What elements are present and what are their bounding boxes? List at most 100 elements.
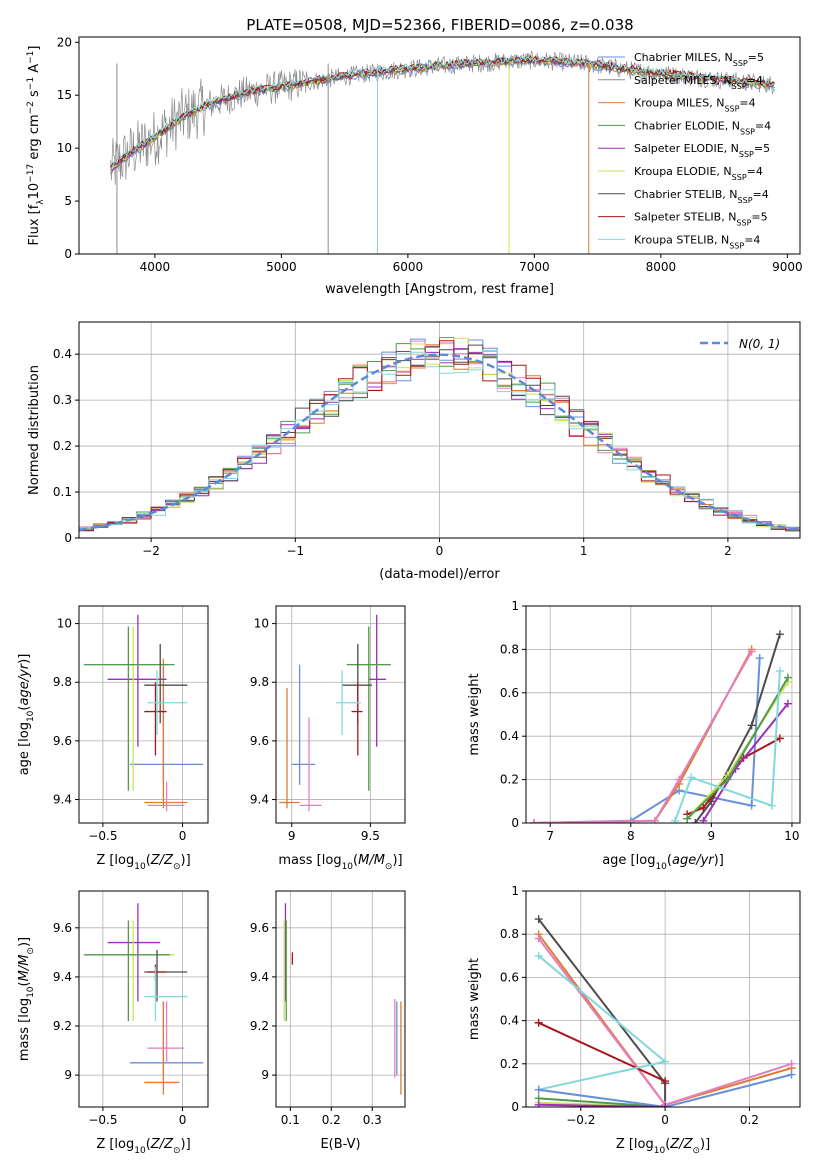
- x-tick-label: 9: [708, 829, 716, 843]
- plots-layer: 4000 5000 6000 7000 8000 900005101520Chabrier…: [17, 35, 803, 1156]
- y-tick-label: 15: [57, 88, 72, 102]
- mass-weight-marker: [683, 814, 692, 823]
- mass-weight-marker: [723, 775, 732, 784]
- x-tick-label: 8: [627, 829, 635, 843]
- y-tick-label: 9: [261, 1068, 269, 1082]
- y-axis-label: mass [log10(M/M⊙)]: [17, 937, 36, 1061]
- mass-weight-marker: [675, 775, 684, 784]
- y-tick-label: 20: [57, 35, 72, 49]
- x-tick-label: 1: [580, 544, 588, 558]
- residual-histogram: [79, 349, 800, 529]
- y-axis-label: mass weight: [467, 958, 482, 1040]
- panel-residuals: −2 −1 0 1 2 0 0.1 0.2 0.3 0.4 N(0, 1) (data-model)/…: [27, 321, 801, 582]
- plot-area: [534, 915, 796, 1107]
- mass-weight-marker: [775, 667, 784, 676]
- mass-weight-marker: [747, 647, 756, 656]
- mass-weight-marker: [534, 951, 543, 960]
- y-tick-label: 0.2: [53, 439, 72, 453]
- figure-title: PLATE=0508, MJD=52366, FIBERID=0086, z=0…: [246, 16, 633, 34]
- mass-weight-marker: [775, 630, 784, 639]
- y-tick-label: 0: [64, 247, 72, 261]
- legend-label: N(0, 1): [739, 337, 780, 351]
- y-tick-label: 0.2: [500, 773, 519, 787]
- panel-massweight_vs_age: 7 8 9 10 0 0.2 0.4 0.6 0.8 1 age [log10(age/yr)] ma…: [467, 599, 801, 872]
- mass-weight-marker: [534, 1100, 543, 1107]
- x-axis-label: mass [log10(M/M⊙)]: [278, 853, 402, 872]
- x-tick-label: 9.5: [361, 829, 380, 843]
- panel-massweight_vs_z: −0.2 0 0.2 0 0.2 0.4 0.6 0.8 1 Z [log10(Z/Z⊙)] mas…: [467, 884, 801, 1156]
- y-tick-label: 0: [511, 1100, 519, 1114]
- axes-frame: [78, 36, 801, 255]
- y-tick-label: 0.8: [500, 642, 519, 656]
- mass-weight-line: [534, 651, 753, 823]
- mass-weight-line: [694, 633, 781, 823]
- legend-label: Kroupa ELODIE, NSSP=4: [634, 165, 763, 182]
- y-axis-label: age [log10(age/yr)]: [17, 654, 36, 776]
- mass-weight-marker: [534, 1085, 543, 1094]
- mass-weight-marker: [775, 734, 784, 743]
- spectrum-data-line: [110, 50, 775, 185]
- panel-age_vs_mass: 9 9.5 9.4 9.6 9.8 10 mass [log10(M/M⊙)]: [250, 605, 406, 872]
- y-tick-label: 0: [64, 531, 72, 545]
- x-tick-label: 9: [288, 829, 296, 843]
- mass-weight-marker: [534, 915, 543, 924]
- y-tick-label: 10: [57, 617, 72, 631]
- mass-weight-line: [538, 1073, 792, 1107]
- mass-weight-marker: [755, 654, 764, 663]
- y-tick-label: 1: [511, 599, 519, 613]
- mass-weight-marker: [787, 1059, 796, 1068]
- x-tick-label: 0.2: [322, 1113, 341, 1127]
- x-tick-label: 4000: [140, 260, 171, 274]
- x-tick-label: −1: [286, 544, 304, 558]
- y-tick-label: 9.4: [53, 970, 72, 984]
- x-tick-label: 0.1: [281, 1113, 300, 1127]
- legend-label: Salpeter MILES, NSSP=4: [634, 74, 763, 91]
- mass-weight-marker: [534, 934, 543, 943]
- y-axis-label: Normed distribution: [27, 365, 42, 495]
- plot-area: [279, 614, 391, 812]
- x-axis-label: (data-model)/error: [379, 567, 500, 582]
- y-tick-label: 9.8: [250, 675, 269, 689]
- legend-label: Salpeter ELODIE, NSSP=5: [634, 142, 770, 159]
- legend-label: Chabrier STELIB, NSSP=4: [634, 188, 769, 205]
- y-tick-label: 0.4: [500, 729, 519, 743]
- mass-weight-marker: [747, 721, 756, 730]
- mass-weight-marker: [687, 773, 696, 782]
- axes-frame: [525, 890, 801, 1108]
- mass-weight-marker: [787, 1070, 796, 1079]
- x-tick-label: 6000: [393, 260, 424, 274]
- x-tick-label: −2: [142, 544, 160, 558]
- plot-area: [530, 630, 792, 823]
- x-tick-label: 10: [784, 829, 799, 843]
- y-tick-label: 9.4: [53, 793, 72, 807]
- x-axis-label: E(B-V): [320, 1137, 360, 1152]
- axes-frame: [275, 605, 406, 824]
- legend-label: Chabrier MILES, NSSP=5: [634, 51, 764, 68]
- x-tick-label: 0.3: [363, 1113, 382, 1127]
- plot-area: [283, 903, 402, 1095]
- y-tick-label: 10: [254, 617, 269, 631]
- x-axis-label: Z [log10(Z/Z⊙)]: [96, 853, 190, 872]
- y-tick-label: 0.4: [500, 1014, 519, 1028]
- x-axis-label: age [log10(age/yr)]: [602, 853, 724, 872]
- y-axis-label: mass weight: [467, 673, 482, 755]
- legend-label: Kroupa STELIB, NSSP=4: [634, 233, 760, 250]
- mass-weight-marker: [783, 699, 792, 708]
- mass-weight-marker: [767, 801, 776, 810]
- x-tick-label: 0: [179, 1113, 187, 1127]
- y-tick-label: 9.4: [250, 793, 269, 807]
- y-tick-label: 9.2: [53, 1019, 72, 1033]
- panel-spectrum: 4000 5000 6000 7000 8000 9000 0 5 10 15 20 Chabrier…: [26, 35, 803, 297]
- y-tick-label: 9.6: [53, 734, 72, 748]
- legend-label: Kroupa MILES, NSSP=4: [634, 97, 756, 114]
- plot-area: [83, 614, 204, 812]
- x-tick-label: 0: [661, 1113, 669, 1127]
- legend-label: Chabrier ELODIE, NSSP=4: [634, 119, 771, 136]
- mass-weight-marker: [671, 816, 680, 823]
- y-tick-label: 0.6: [500, 970, 519, 984]
- axes-frame: [525, 605, 801, 824]
- mass-weight-marker: [691, 819, 700, 823]
- plot-area: [110, 50, 776, 254]
- y-tick-label: 0.3: [53, 393, 72, 407]
